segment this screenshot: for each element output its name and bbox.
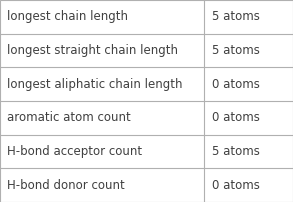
Text: H-bond acceptor count: H-bond acceptor count <box>7 145 142 158</box>
Text: 0 atoms: 0 atoms <box>212 111 260 124</box>
Text: longest chain length: longest chain length <box>7 10 128 23</box>
Text: longest straight chain length: longest straight chain length <box>7 44 178 57</box>
Text: 5 atoms: 5 atoms <box>212 10 260 23</box>
Text: 0 atoms: 0 atoms <box>212 78 260 91</box>
Text: 5 atoms: 5 atoms <box>212 145 260 158</box>
Text: 5 atoms: 5 atoms <box>212 44 260 57</box>
Text: aromatic atom count: aromatic atom count <box>7 111 131 124</box>
Text: 0 atoms: 0 atoms <box>212 179 260 192</box>
Text: H-bond donor count: H-bond donor count <box>7 179 125 192</box>
Text: longest aliphatic chain length: longest aliphatic chain length <box>7 78 183 91</box>
